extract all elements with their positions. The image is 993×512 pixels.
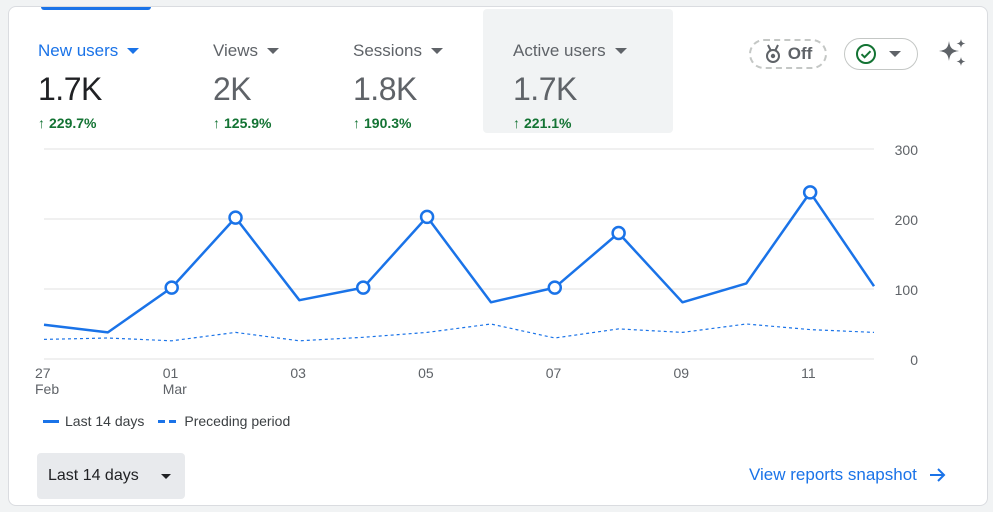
metric-value: 1.8K: [353, 71, 417, 107]
series-line-preceding-period: [43, 323, 875, 342]
data-point-marker: [419, 209, 435, 225]
data-point-marker: [547, 280, 563, 295]
comparison-status-dropdown[interactable]: [844, 38, 918, 70]
chevron-down-icon: [614, 48, 627, 54]
legend-solid-swatch: [43, 419, 59, 423]
legend-dashed-swatch: [158, 419, 177, 423]
metric-value: 1.7K: [513, 71, 577, 107]
y-tick-label: 300: [895, 142, 919, 158]
metric-tab-sessions[interactable]: Sessions 1.8K ↑ 190.3%: [324, 9, 484, 133]
metric-change: ↑ 125.9%: [213, 115, 272, 131]
data-point-marker: [228, 210, 243, 225]
overview-card: New users 1.7K ↑ 229.7% Views 2K ↑ 125.9% …: [8, 6, 988, 506]
chevron-down-icon: [889, 51, 901, 57]
selected-metric-indicator: [41, 7, 151, 10]
arrow-right-icon: [929, 468, 946, 482]
metric-tab-new-users[interactable]: New users 1.7K ↑ 229.7%: [9, 9, 184, 133]
data-point-marker: [164, 280, 179, 295]
arrow-up-icon: ↑: [38, 115, 45, 131]
award-icon: [765, 44, 780, 63]
x-tick-label: 27: [35, 365, 51, 381]
data-point-marker: [355, 280, 371, 295]
sparkle-icon[interactable]: [937, 37, 969, 69]
chevron-down-icon: [430, 48, 443, 54]
chart-legend: Last 14 days Preceding period: [43, 413, 290, 429]
y-tick-label: 200: [895, 212, 919, 228]
arrow-up-icon: ↑: [513, 115, 520, 131]
metric-label: New users: [38, 41, 140, 61]
x-tick-label: 03: [290, 365, 306, 381]
snapshot-link-label: View reports snapshot: [749, 465, 917, 484]
x-tick-label: 07: [546, 365, 562, 381]
x-tick-label: 01: [163, 365, 179, 381]
x-tick-label: 11: [801, 365, 816, 381]
x-tick-sublabel: Mar: [163, 381, 187, 397]
x-tick-sublabel: Feb: [35, 381, 59, 397]
metric-label: Sessions: [353, 41, 443, 61]
chevron-down-icon: [160, 473, 171, 479]
metric-value: 2K: [213, 71, 252, 107]
metric-tab-active-users[interactable]: Active users 1.7K ↑ 221.1%: [483, 9, 673, 133]
check-circle-icon: [856, 44, 876, 64]
chevron-down-icon: [127, 48, 140, 54]
view-reports-snapshot-link[interactable]: View reports snapshot: [749, 465, 947, 485]
y-tick-label: 100: [895, 282, 919, 298]
metric-tab-views[interactable]: Views 2K ↑ 125.9%: [184, 9, 324, 133]
data-point-marker: [611, 225, 626, 241]
arrow-up-icon: ↑: [213, 115, 220, 131]
data-point-marker: [802, 185, 818, 200]
date-range-dropdown[interactable]: Last 14 days: [37, 453, 185, 499]
metric-change: ↑ 190.3%: [353, 115, 412, 131]
metric-change: ↑ 221.1%: [513, 115, 572, 131]
legend-current-label: Last 14 days: [65, 413, 145, 429]
date-range-label: Last 14 days: [48, 467, 139, 484]
arrow-up-icon: ↑: [353, 115, 360, 131]
metric-value: 1.7K: [38, 71, 102, 107]
metric-label: Views: [213, 41, 280, 61]
y-tick-label: 0: [910, 352, 918, 368]
x-tick-label: 09: [673, 365, 689, 381]
legend-previous-label: Preceding period: [184, 413, 291, 429]
chevron-down-icon: [267, 48, 280, 54]
series-line-last-14-days: [43, 191, 876, 334]
metric-label: Active users: [513, 41, 627, 61]
x-tick-label: 05: [418, 365, 434, 381]
metric-change: ↑ 229.7%: [38, 115, 97, 131]
off-label: Off: [787, 44, 813, 63]
insights-off-chip[interactable]: Off: [749, 39, 827, 69]
